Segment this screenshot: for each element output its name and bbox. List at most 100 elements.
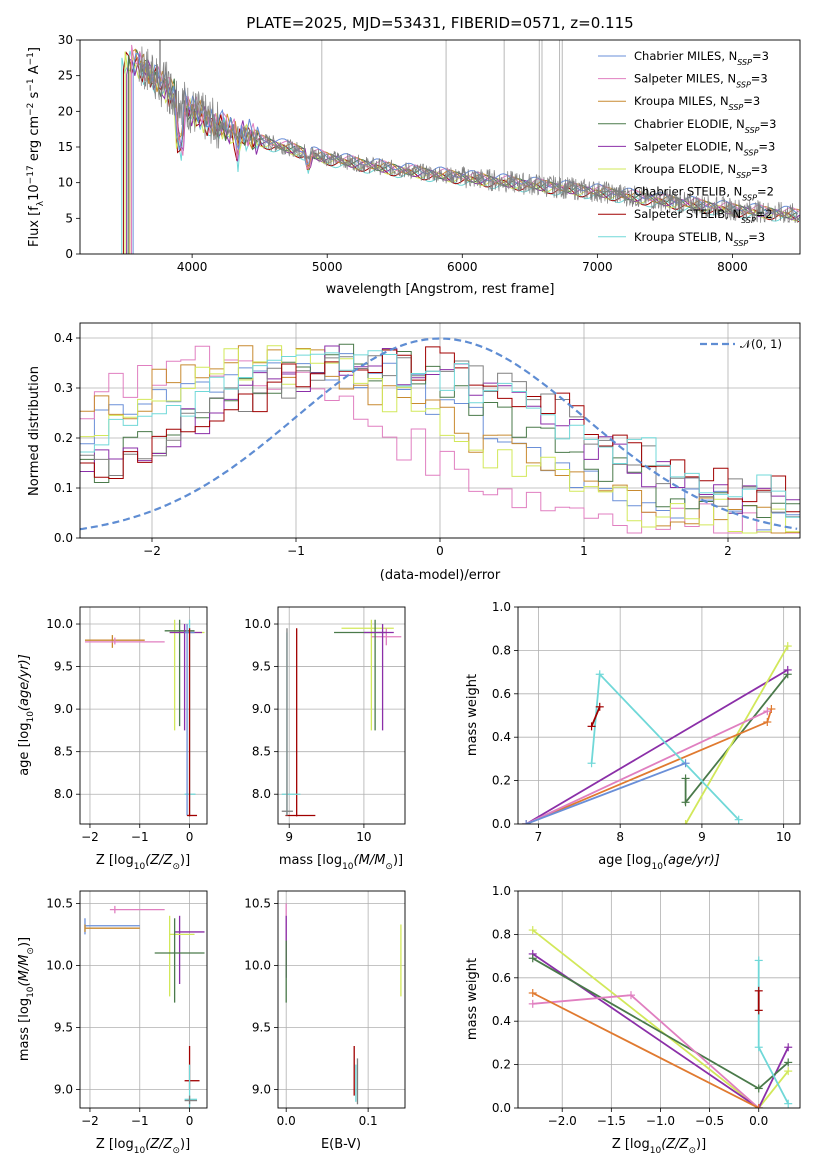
x-axis-label: (data-model)/error [380, 568, 501, 583]
label-part: )] [393, 853, 403, 868]
axes-frame [79, 890, 208, 1109]
mass-vs-ebv-panel: 0.0 0.1 9.0 9.5 10.0 10.5 E(B-V) [244, 890, 406, 1152]
y-tick-label: 0.1 [54, 481, 73, 495]
legend-part: SSP [736, 171, 751, 180]
legend-part: =3 [748, 230, 765, 244]
label-part: )] [17, 937, 32, 947]
legend-entry: Kroupa STELIB, NSSP=3 [634, 230, 765, 248]
y-tick-label: 0 [65, 247, 73, 261]
legend-part: Salpeter MILES, N [634, 72, 736, 86]
label-part: A [27, 65, 42, 78]
label-part: ⊙ [172, 1146, 180, 1156]
weight-line-salpeter_elodie [525, 669, 789, 824]
y-tick-label: 0.2 [492, 1058, 511, 1072]
x-tick-label: −2.0 [548, 1114, 577, 1128]
x-tick-label: 0.0 [277, 1114, 296, 1128]
x-tick-label: 10 [776, 830, 791, 844]
y-tick-label: 10 [58, 176, 73, 190]
legend-part: SSP [741, 216, 756, 225]
axes-frame [79, 322, 801, 539]
label-part: (M/M [354, 853, 386, 868]
x-tick-label: 5000 [312, 260, 343, 274]
label-part: −2 [26, 103, 36, 116]
legend-entry: Salpeter ELODIE, NSSP=3 [634, 139, 775, 157]
y-tick-label: 8.5 [252, 745, 271, 759]
y-tick-label: 8.5 [54, 745, 73, 759]
axes-frame [79, 606, 208, 825]
error-bars [84, 905, 205, 1108]
legend-part: SSP [736, 80, 751, 89]
axes-frame [517, 606, 801, 825]
y-axis-label: Normed distribution [27, 366, 42, 496]
weight-line-chabrier_miles [525, 762, 686, 824]
y-tick-label: 0.2 [492, 774, 511, 788]
y-tick-label: 9.0 [54, 1082, 73, 1096]
label-part: (Z/Z [145, 1137, 173, 1152]
y-tick-label: 10.5 [244, 896, 271, 910]
label-part: 10 [650, 1146, 662, 1156]
y-axis-label: mass weight [465, 674, 480, 756]
spectrum-lines [121, 40, 800, 254]
y-tick-label: 0.0 [492, 817, 511, 831]
x-axis-label: Z [log10(Z/Z⊙)] [612, 1137, 706, 1156]
y-tick-label: 10.0 [244, 617, 271, 631]
y-tick-label: 9.5 [54, 1020, 73, 1034]
x-tick-label: 7 [535, 830, 543, 844]
legend-part: =3 [743, 94, 760, 108]
label-part: ⊙ [688, 1146, 696, 1156]
label-part: (M/M [17, 955, 32, 987]
legend-part: Chabrier STELIB, N [634, 185, 742, 199]
y-tick-label: 9.0 [252, 1082, 271, 1096]
label-part: age [log [598, 853, 651, 868]
x-tick-label: −1 [131, 1114, 149, 1128]
label-part: 10 [134, 1146, 146, 1156]
legend-entry: Salpeter STELIB, NSSP=2 [634, 207, 773, 225]
label-part: (age/yr)] [17, 654, 32, 711]
y-tick-label: 9.5 [252, 1020, 271, 1034]
x-tick-label: −1 [287, 544, 305, 558]
label-part: λ [36, 200, 46, 206]
observed-spectrum [137, 40, 800, 224]
label-part: 10 [26, 711, 36, 723]
axes-frame [517, 890, 801, 1109]
label-part: 10 [27, 184, 42, 201]
label-part: Z [log [96, 1137, 134, 1152]
legend-part: =3 [758, 139, 775, 153]
x-tick-label: −0.5 [695, 1114, 724, 1128]
histogram-lines [80, 337, 800, 534]
label-part: age [log [17, 723, 32, 776]
weight-lines [522, 642, 792, 824]
legend-part: Kroupa MILES, N [634, 94, 729, 108]
normal-curve [80, 337, 798, 531]
x-tick-label: −1.5 [597, 1114, 626, 1128]
weight-line-kroupa_stelib [757, 960, 789, 1105]
label-part: s [27, 91, 42, 102]
legend-part: =3 [752, 49, 769, 63]
label-part: −17 [26, 165, 36, 184]
legend-part: =3 [760, 117, 777, 131]
axes-frame [277, 890, 406, 1109]
legend-part: SSP [734, 238, 749, 247]
label-part: Z [log [612, 1137, 650, 1152]
y-tick-label: 0.0 [492, 1101, 511, 1115]
label-part: 10 [651, 862, 663, 872]
y-tick-label: 0.6 [492, 971, 511, 985]
error-bars [281, 619, 402, 817]
error-bars [84, 619, 205, 817]
y-tick-label: 9.0 [54, 702, 73, 716]
y-axis-label: Flux [fλ10−17 erg cm−2 s−1 A−1] [26, 47, 46, 247]
x-tick-label: 10 [356, 830, 371, 844]
y-tick-label: 0.0 [54, 531, 73, 545]
y-tick-label: 9.5 [252, 660, 271, 674]
x-tick-label: 0 [186, 1114, 194, 1128]
label-part: )] [180, 1137, 190, 1152]
y-tick-label: 1.0 [492, 884, 511, 898]
y-tick-label: 0.8 [492, 643, 511, 657]
y-tick-label: 8.0 [252, 787, 271, 801]
spectrum-panel: 4000 5000 6000 7000 8000 0 5 10 15 20 25 30 waveleng… [26, 33, 801, 297]
model-fit-kroupa_stelib [121, 50, 800, 254]
x-tick-label: −2 [143, 544, 161, 558]
label-part: 10 [342, 862, 354, 872]
legend-entry: Chabrier MILES, NSSP=3 [634, 49, 769, 67]
